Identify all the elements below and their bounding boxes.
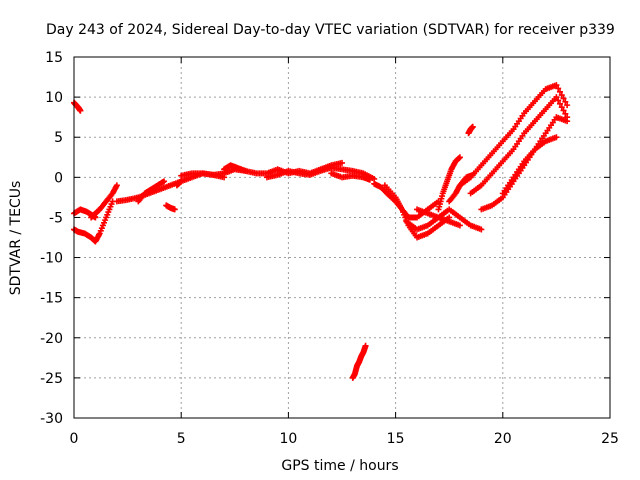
series-arc-k (328, 170, 373, 183)
grid (74, 57, 610, 418)
data-point (564, 102, 571, 109)
y-tick-label: 15 (45, 50, 63, 66)
x-tick-label: 5 (177, 431, 186, 447)
data-point (553, 94, 560, 101)
data-point (456, 154, 463, 161)
series-arc-v (499, 134, 560, 197)
data-point (560, 95, 567, 102)
series-arc-outlier (349, 342, 369, 381)
data-point (113, 182, 120, 189)
data-point (161, 178, 168, 185)
x-tick-label: 25 (601, 431, 619, 447)
data-point (556, 100, 563, 107)
series-arc-r (465, 123, 476, 137)
series-arc-e (135, 178, 168, 205)
data-point (553, 82, 560, 89)
y-tick-label: -25 (40, 371, 63, 387)
tick-marks (73, 56, 611, 419)
data-point (558, 104, 565, 111)
series-arc-f (163, 202, 178, 213)
data-point (553, 134, 560, 141)
y-axis-label: SDTVAR / TECUs (8, 181, 24, 296)
plot-frame (73, 56, 611, 419)
series-arc-p (435, 154, 463, 213)
x-tick-labels: 0 5 10 15 20 25 (70, 431, 619, 447)
data-point (242, 167, 249, 174)
data-point (555, 97, 562, 104)
y-tick-label: -20 (40, 331, 63, 347)
y-tick-label: 10 (45, 90, 63, 106)
data-point (556, 88, 563, 95)
series-arc-j (263, 164, 378, 182)
data-point (456, 222, 463, 229)
x-tick-label: 20 (494, 431, 512, 447)
data-point (171, 206, 178, 213)
data-point (478, 226, 485, 233)
series-arc-early (71, 99, 84, 114)
data-point (339, 159, 345, 166)
y-tick-label: 5 (54, 130, 63, 146)
y-tick-label: 0 (54, 170, 63, 186)
data-point (555, 85, 562, 92)
series-layer (71, 82, 571, 381)
y-tick-labels: -30 -25 -20 -15 -10 -5 0 5 10 15 (40, 50, 63, 427)
series-arc-i (221, 162, 249, 174)
series-arc-b (71, 198, 116, 245)
y-tick-label: -10 (40, 251, 63, 267)
data-point (366, 176, 373, 183)
data-point (362, 342, 369, 349)
x-tick-label: 10 (279, 431, 297, 447)
x-tick-label: 15 (387, 431, 405, 447)
x-tick-label: 0 (70, 431, 79, 447)
chart-title: Day 243 of 2024, Sidereal Day-to-day VTE… (46, 22, 615, 38)
series-arc-c (88, 182, 120, 221)
series-arc-t (467, 94, 571, 197)
data-point (77, 107, 84, 114)
data-point (558, 92, 565, 99)
data-point (564, 118, 571, 125)
data-point (469, 123, 476, 130)
x-axis-label: GPS time / hours (281, 458, 398, 474)
data-point (562, 98, 569, 105)
series-arc-s (456, 82, 571, 189)
y-tick-label: -15 (40, 291, 63, 307)
y-tick-label: -30 (40, 411, 63, 427)
data-point (562, 110, 569, 117)
y-tick-label: -5 (49, 210, 63, 226)
series-arc-o (414, 206, 463, 229)
data-point (560, 107, 567, 114)
